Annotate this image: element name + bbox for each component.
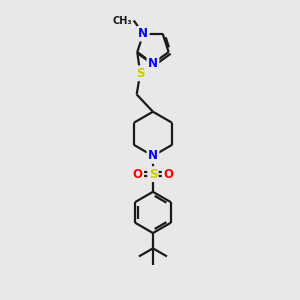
Text: N: N [138,27,148,40]
Text: N: N [148,149,158,162]
Text: CH₃: CH₃ [112,16,132,26]
Text: S: S [136,67,145,80]
Text: N: N [148,57,158,70]
Text: S: S [149,168,157,181]
Text: O: O [133,168,142,181]
Text: O: O [163,168,173,181]
